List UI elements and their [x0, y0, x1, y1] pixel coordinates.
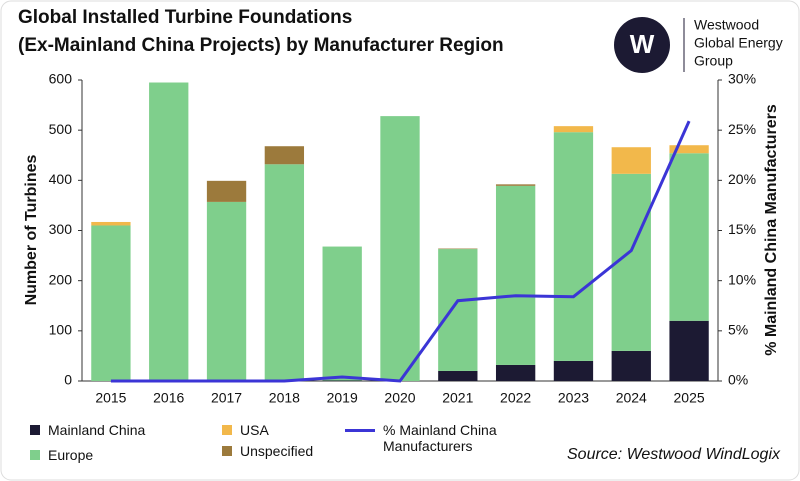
bar-segment — [669, 320, 709, 381]
chart-title: (Ex-Mainland China Projects) by Manufact… — [18, 35, 504, 56]
logo-mark — [614, 17, 670, 73]
x-tick-label: 2016 — [153, 390, 184, 406]
y2-tick-label: 30% — [728, 71, 756, 87]
y-tick-label: 100 — [49, 322, 73, 338]
legend-swatch — [30, 450, 40, 460]
x-tick-label: 2015 — [95, 390, 126, 406]
bar-segment — [611, 147, 651, 174]
x-tick-label: 2019 — [327, 390, 358, 406]
bar-segment — [264, 146, 305, 165]
bar-segment — [206, 201, 247, 381]
logo-text: Group — [694, 53, 733, 69]
line — [110, 120, 691, 383]
bar-segment — [438, 370, 478, 381]
legend-label: % Mainland China Manufacturers — [383, 422, 497, 454]
bar-segment — [495, 364, 536, 381]
bar-segment — [438, 249, 478, 371]
source: Source: Westwood WindLogix — [567, 446, 781, 463]
x-tick-label: 2017 — [211, 390, 242, 406]
x-tick-label: 2020 — [384, 390, 415, 406]
legend-item: Unspecified — [222, 443, 313, 459]
legend-label: Europe — [48, 447, 94, 463]
y-tick-label: 300 — [49, 221, 73, 237]
logo-text: Westwood — [694, 17, 759, 33]
y-tick-label: 600 — [49, 71, 73, 87]
x-tick-label: 2018 — [269, 390, 300, 406]
legend-item: Europe — [30, 447, 93, 463]
legend-swatch — [222, 425, 232, 435]
y-tick-label: 0 — [64, 372, 72, 388]
legend-item: USA — [222, 422, 269, 438]
y2-tick-label: 5% — [728, 322, 748, 338]
bar-segment — [553, 132, 594, 361]
logo-text: Global Energy — [694, 35, 783, 51]
y2-tick-label: 10% — [728, 271, 756, 287]
bar-segment — [669, 153, 709, 321]
y2-tick-label: 0% — [728, 372, 748, 388]
bar-segment — [553, 360, 594, 381]
bar-segment — [553, 126, 594, 133]
y-axis-label: Number of Turbines — [23, 154, 40, 305]
y-tick-label: 500 — [49, 121, 73, 137]
bar-segment — [380, 116, 420, 382]
legend-swatch — [30, 425, 40, 435]
bar-segment — [206, 180, 247, 202]
bar-segment — [149, 82, 189, 381]
legend-label: Unspecified — [240, 443, 314, 459]
legend-swatch — [345, 429, 375, 432]
legend-item: Mainland China — [30, 422, 145, 438]
x-tick-label: 2025 — [674, 390, 705, 406]
y2-tick-label: 20% — [728, 171, 756, 187]
legend-swatch — [222, 446, 232, 456]
y-tick-label: 400 — [49, 171, 73, 187]
bar-segment — [322, 380, 362, 381]
x-tick-label: 2021 — [442, 390, 473, 406]
legend-label: Mainland China — [48, 422, 146, 438]
bar-segment — [438, 248, 478, 250]
bar-segment — [91, 221, 131, 226]
legend-item: % Mainland China Manufacturers — [345, 422, 520, 454]
x-tick-label: 2023 — [558, 390, 589, 406]
y2-tick-label: 25% — [728, 121, 756, 137]
chart-title: Global Installed Turbine Foundations — [18, 7, 352, 28]
bar-segment — [669, 145, 709, 154]
bar-segment — [322, 246, 362, 381]
y2-tick-label: 15% — [728, 221, 756, 237]
bar-segment — [611, 350, 651, 381]
bar-segment — [264, 164, 305, 381]
x-tick-label: 2022 — [500, 390, 531, 406]
y2-axis-label: % Mainland China Manufacturers — [763, 104, 780, 356]
x-tick-label: 2024 — [616, 390, 647, 406]
legend-label: USA — [240, 422, 269, 438]
logo-letter: W — [630, 29, 655, 59]
bar-segment — [495, 184, 536, 186]
bar-segment — [91, 225, 131, 381]
y-tick-label: 200 — [49, 271, 73, 287]
bar-segment — [495, 185, 536, 365]
